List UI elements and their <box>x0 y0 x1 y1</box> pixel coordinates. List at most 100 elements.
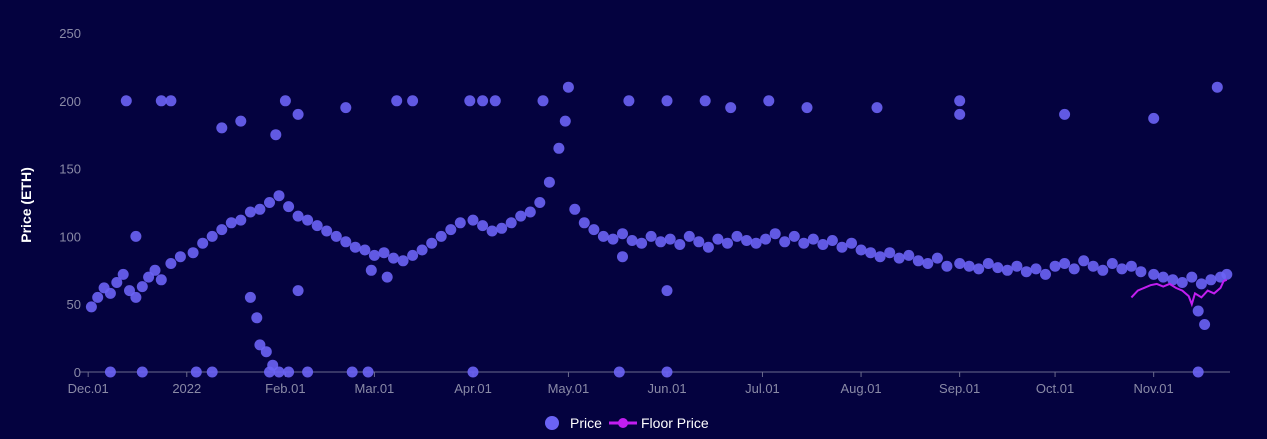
price-point[interactable] <box>216 122 228 134</box>
price-point[interactable] <box>769 228 781 240</box>
price-point[interactable] <box>636 237 648 249</box>
price-point[interactable] <box>1167 274 1179 286</box>
price-point[interactable] <box>1059 258 1071 269</box>
price-point[interactable] <box>104 287 116 299</box>
price-point[interactable] <box>1195 278 1207 290</box>
price-point[interactable] <box>340 102 352 114</box>
price-point[interactable] <box>1011 260 1023 272</box>
price-point[interactable] <box>467 366 479 378</box>
price-point[interactable] <box>85 301 97 313</box>
price-point[interactable] <box>617 228 628 240</box>
price-point[interactable] <box>174 251 186 263</box>
price-point[interactable] <box>426 237 438 249</box>
price-point[interactable] <box>1157 271 1169 283</box>
price-point[interactable] <box>973 263 985 275</box>
price-point[interactable] <box>826 235 838 246</box>
price-point[interactable] <box>801 102 813 114</box>
price-point[interactable] <box>607 233 619 245</box>
price-point[interactable] <box>349 241 361 253</box>
price-point[interactable] <box>283 366 295 378</box>
price-point[interactable] <box>407 249 419 261</box>
price-point[interactable] <box>149 264 161 276</box>
price-point[interactable] <box>117 268 129 280</box>
price-point[interactable] <box>763 95 775 107</box>
price-point[interactable] <box>1059 108 1071 120</box>
price-point[interactable] <box>893 252 905 264</box>
price-point[interactable] <box>760 233 772 245</box>
legend[interactable]: Price Floor Price <box>545 415 709 431</box>
price-point[interactable] <box>505 217 517 229</box>
price-point[interactable] <box>130 291 142 303</box>
price-point[interactable] <box>254 203 266 215</box>
price-point[interactable] <box>489 95 501 107</box>
price-point[interactable] <box>1078 255 1090 267</box>
price-point[interactable] <box>368 249 380 261</box>
price-point[interactable] <box>467 214 479 226</box>
price-point[interactable] <box>273 190 285 202</box>
price-point[interactable] <box>111 277 123 288</box>
price-point[interactable] <box>1125 260 1137 272</box>
price-point[interactable] <box>302 214 314 226</box>
price-point[interactable] <box>321 225 333 237</box>
price-point[interactable] <box>1192 305 1204 317</box>
price-point[interactable] <box>750 237 762 249</box>
price-point[interactable] <box>292 210 304 222</box>
price-point[interactable] <box>597 230 609 242</box>
price-point[interactable] <box>340 236 352 248</box>
price-point[interactable] <box>741 235 753 246</box>
price-point[interactable] <box>391 95 403 107</box>
price-point[interactable] <box>359 244 371 256</box>
price-point[interactable] <box>702 241 714 253</box>
price-point[interactable] <box>235 115 247 127</box>
price-point[interactable] <box>381 271 393 283</box>
price-point[interactable] <box>292 285 304 297</box>
price-point[interactable] <box>464 95 476 107</box>
price-point[interactable] <box>884 247 896 259</box>
price-point[interactable] <box>798 237 810 249</box>
price-point[interactable] <box>1192 366 1204 378</box>
price-point[interactable] <box>722 237 733 249</box>
price-point[interactable] <box>216 224 228 236</box>
price-point[interactable] <box>1116 263 1128 275</box>
price-point[interactable] <box>486 225 498 237</box>
price-point[interactable] <box>954 258 966 269</box>
price-point[interactable] <box>244 206 256 218</box>
price-point[interactable] <box>912 255 924 267</box>
price-point[interactable] <box>537 95 549 107</box>
floor-price-line[interactable] <box>1130 278 1228 308</box>
price-point[interactable] <box>578 217 590 229</box>
price-point[interactable] <box>1205 274 1217 286</box>
price-point[interactable] <box>1221 268 1233 280</box>
price-point[interactable] <box>130 230 142 242</box>
price-point[interactable] <box>120 95 132 107</box>
price-point[interactable] <box>559 115 571 127</box>
price-point[interactable] <box>1199 319 1211 330</box>
price-point[interactable] <box>661 366 673 378</box>
price-point[interactable] <box>931 252 943 264</box>
price-point[interactable] <box>292 108 304 120</box>
price-point[interactable] <box>435 230 447 242</box>
price-point[interactable] <box>225 217 237 229</box>
price-point[interactable] <box>788 230 800 242</box>
price-point[interactable] <box>104 366 116 378</box>
price-point[interactable] <box>731 230 743 242</box>
price-point[interactable] <box>954 95 966 107</box>
price-point[interactable] <box>1049 260 1061 272</box>
price-point[interactable] <box>1135 266 1147 278</box>
price-point[interactable] <box>1211 81 1223 93</box>
price-point[interactable] <box>302 366 314 378</box>
price-point[interactable] <box>311 220 323 232</box>
price-point[interactable] <box>190 366 202 378</box>
price-point[interactable] <box>165 95 177 107</box>
price-point[interactable] <box>264 366 275 378</box>
price-point[interactable] <box>197 237 209 249</box>
legend-item-price[interactable]: Price <box>545 415 602 431</box>
price-point[interactable] <box>693 236 705 248</box>
price-point[interactable] <box>397 255 409 267</box>
price-point[interactable] <box>378 247 390 259</box>
price-point[interactable] <box>553 142 565 154</box>
price-point[interactable] <box>165 258 177 269</box>
price-point[interactable] <box>836 241 848 253</box>
price-point[interactable] <box>1068 263 1080 275</box>
price-point[interactable] <box>725 102 737 114</box>
